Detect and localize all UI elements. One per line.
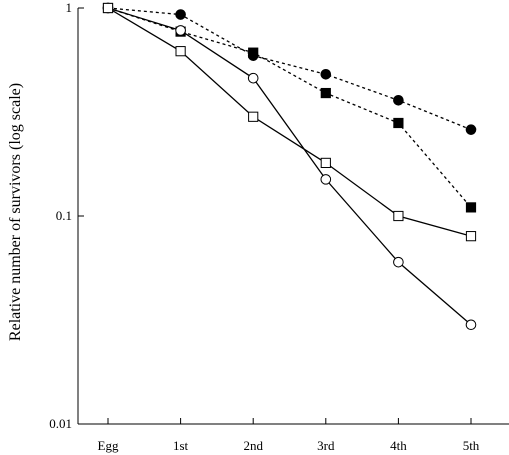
- data-point-open-circle: [465, 319, 477, 331]
- data-point-filled-square: [248, 47, 259, 58]
- series-layer: [102, 2, 477, 331]
- x-tick-label: 2nd: [243, 438, 263, 453]
- series-filled-square: [102, 2, 477, 213]
- data-point-filled-circle: [320, 69, 332, 80]
- axes: 0.01 0.1 1 Egg 1st 2nd 3rd 4th 5th: [49, 0, 509, 453]
- data-point-open-square: [248, 111, 259, 122]
- x-tick-label: 1st: [173, 438, 189, 453]
- data-point-open-circle: [320, 174, 332, 185]
- data-point-filled-square: [465, 202, 477, 213]
- x-tick-label: Egg: [98, 438, 119, 453]
- data-point-open-circle: [175, 25, 186, 36]
- y-tick-label: 0.1: [56, 208, 72, 223]
- y-tick-label: 0.01: [49, 416, 72, 431]
- data-point-open-circle: [393, 256, 404, 268]
- data-point-filled-circle: [465, 124, 477, 135]
- x-tick-label: 5th: [463, 438, 480, 453]
- series-open-circle: [102, 2, 477, 331]
- series-line: [107, 7, 472, 208]
- data-point-filled-circle: [393, 94, 404, 106]
- data-point-open-square: [175, 46, 186, 57]
- series-line: [107, 7, 472, 237]
- series-line: [107, 7, 472, 131]
- data-point-open-circle: [247, 72, 259, 84]
- y-axis-title: Relative number of survivors (log scale): [7, 83, 24, 341]
- series-open-square: [102, 2, 477, 242]
- x-tick-label: 3rd: [317, 438, 335, 453]
- series-line: [107, 7, 472, 326]
- series-filled-circle: [102, 2, 477, 135]
- data-point-filled-square: [320, 87, 331, 99]
- data-point-open-square: [465, 231, 477, 242]
- data-point-open-square: [102, 2, 114, 14]
- data-point-filled-square: [393, 117, 404, 129]
- data-point-open-square: [393, 210, 404, 222]
- data-point-filled-circle: [175, 9, 186, 20]
- data-point-open-square: [320, 157, 331, 169]
- x-tick-label: 4th: [390, 438, 407, 453]
- y-tick-label: 1: [66, 0, 73, 15]
